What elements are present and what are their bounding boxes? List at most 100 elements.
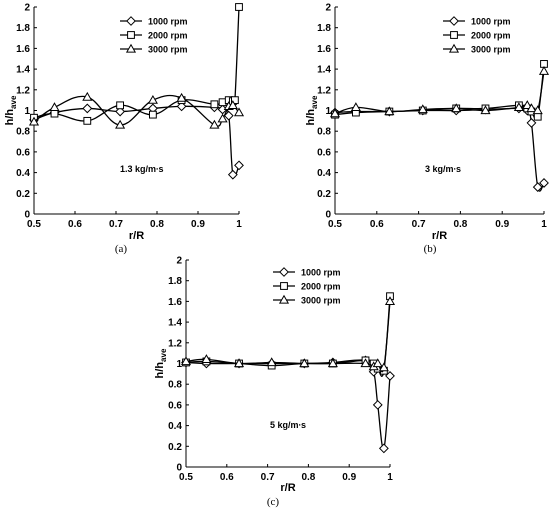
x-tick-label: 1 <box>387 472 393 483</box>
x-tick-label: 0.7 <box>412 219 426 230</box>
y-tick-label: 1.8 <box>168 276 182 287</box>
legend-marker-diamond <box>279 267 289 277</box>
data-point-diamond <box>227 169 238 180</box>
data-point-triangle <box>115 119 126 129</box>
data-point-diamond <box>532 182 543 192</box>
y-tick-label: 0.6 <box>16 147 30 158</box>
data-point-triangle <box>227 100 238 109</box>
y-axis-label-main: h/h <box>4 109 16 126</box>
data-point-triangle <box>417 104 428 114</box>
data-point-triangle <box>384 296 396 306</box>
y-tick-label: 2 <box>176 256 182 267</box>
data-point-square <box>533 112 542 121</box>
y-tick-label: 0.2 <box>317 189 331 200</box>
legend-label: 3000 rpm <box>148 45 188 55</box>
y-axis-label: h/have <box>154 348 168 378</box>
y-tick-label: 1 <box>176 359 182 370</box>
y-tick-label: 1.4 <box>16 65 30 76</box>
flow-rate-annotation: 3 kg/m∙s <box>425 164 461 174</box>
y-tick-label: 1.6 <box>16 44 30 55</box>
legend-label: 2000 rpm <box>148 31 188 41</box>
legend-marker-square <box>450 31 458 39</box>
panel-caption: (c) <box>267 496 280 508</box>
y-tick-label: 0.4 <box>317 168 331 179</box>
data-point-triangle <box>350 102 361 112</box>
legend-label: 2000 rpm <box>301 282 341 292</box>
legend-label: 3000 rpm <box>301 296 341 306</box>
y-tick-label: 0.6 <box>168 400 182 411</box>
y-tick-label: 1.2 <box>168 338 182 349</box>
data-point-diamond <box>82 103 93 114</box>
data-point-diamond <box>526 118 537 128</box>
y-tick-label: 0.8 <box>317 127 331 138</box>
x-tick-label: 0.6 <box>220 472 234 483</box>
series-line-2000-rpm <box>186 296 391 377</box>
legend-label: 1000 rpm <box>471 17 511 27</box>
y-tick-label: 0.4 <box>16 168 30 179</box>
y-tick-label: 1.6 <box>317 44 331 55</box>
y-tick-label: 0.2 <box>168 442 182 453</box>
legend-label: 2000 rpm <box>471 31 511 41</box>
x-tick-label: 0.8 <box>453 219 467 230</box>
data-point-diamond <box>372 399 383 410</box>
y-tick-label: 0 <box>24 210 30 221</box>
data-point-diamond <box>378 443 389 454</box>
y-axis-label-subscript: ave <box>310 95 319 109</box>
data-point-triangle <box>329 108 341 118</box>
x-tick-label: 0.8 <box>301 472 315 483</box>
x-tick-label: 0.5 <box>27 219 41 230</box>
x-tick-label: 0.6 <box>370 219 384 230</box>
x-tick-label: 0.7 <box>261 472 275 483</box>
x-tick-label: 0.8 <box>150 219 164 230</box>
x-tick-label: 0.7 <box>109 219 123 230</box>
x-axis-label: r/R <box>432 230 447 242</box>
data-point-triangle <box>217 113 228 123</box>
y-tick-label: 2 <box>24 3 30 14</box>
data-point-triangle <box>147 94 158 104</box>
x-tick-label: 0.9 <box>495 219 509 230</box>
data-point-triangle <box>49 102 60 112</box>
y-tick-label: 1 <box>24 106 30 117</box>
x-tick-label: 0.6 <box>68 219 82 230</box>
data-point-triangle <box>266 357 277 367</box>
data-point-triangle <box>360 358 371 368</box>
data-point-triangle <box>532 105 543 115</box>
y-tick-label: 1.4 <box>168 318 182 329</box>
data-point-triangle <box>384 106 395 116</box>
x-tick-label: 1 <box>541 219 547 230</box>
legend-marker-square <box>127 31 135 39</box>
x-tick-label: 0.5 <box>179 472 193 483</box>
data-point-triangle <box>526 103 537 113</box>
data-point-diamond <box>223 110 234 121</box>
y-axis-label: h/have <box>4 95 18 125</box>
series-line-3000-rpm <box>335 71 545 115</box>
data-point-diamond <box>176 101 187 112</box>
data-point-square <box>235 3 243 11</box>
data-point-triangle <box>299 358 310 368</box>
y-tick-label: 1.8 <box>16 23 30 34</box>
legend-marker-square <box>280 282 288 290</box>
y-tick-label: 1.2 <box>317 85 331 96</box>
data-point-triangle <box>233 358 245 368</box>
data-point-diamond <box>539 178 549 188</box>
data-point-triangle <box>538 65 550 75</box>
y-tick-label: 0 <box>176 463 182 474</box>
flow-rate-annotation: 5 kg/m∙s <box>270 420 306 430</box>
legend-label: 3000 rpm <box>471 45 511 55</box>
data-point-triangle <box>378 362 389 372</box>
y-axis-label-subscript: ave <box>159 348 168 362</box>
data-point-triangle <box>180 356 192 366</box>
data-point-triangle <box>233 107 245 117</box>
data-point-triangle <box>451 103 462 113</box>
panel-a: 0 0.2 0.4 0.6 0.8 1 1.2 1.4 1.6 1.8 2 0.5 0.6 0.7 0.8 0… <box>4 3 245 255</box>
series-line-2000-rpm <box>34 6 240 122</box>
y-tick-label: 0.8 <box>16 127 30 138</box>
flow-rate-annotation: 1.3 kg/m∙s <box>120 164 164 174</box>
panel-caption: (a) <box>115 243 128 255</box>
y-tick-label: 0 <box>325 210 331 221</box>
legend-marker-triangle <box>278 294 290 304</box>
y-axis-label-main: h/h <box>154 362 166 379</box>
y-tick-label: 1.2 <box>16 85 30 96</box>
data-point-diamond <box>234 160 244 171</box>
